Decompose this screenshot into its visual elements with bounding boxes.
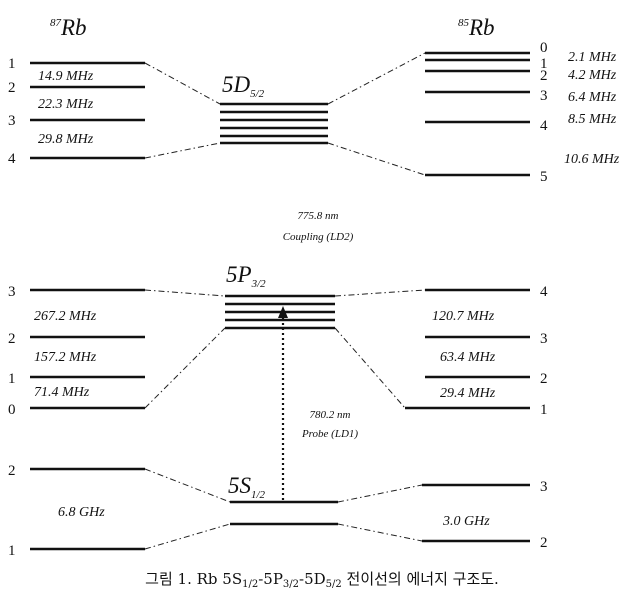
rb87-5p-levels: 3 2 1 0 267.2 MHz 157.2 MHz 71.4 MHz [8, 284, 145, 418]
rb87-5p-splitting: 267.2 MHz [34, 309, 97, 324]
rb85-5d-splitting: 2.1 MHz [568, 50, 617, 65]
rb85-5s-f-label: 3 [540, 479, 548, 495]
rb87-5d-f-label: 4 [8, 151, 16, 167]
rb85-5d-splitting: 10.6 MHz [564, 152, 620, 167]
rb87-5s-levels: 2 1 6.8 GHz [8, 463, 145, 559]
rb85-5p-f-label: 3 [540, 331, 548, 347]
connector-line [327, 142, 426, 176]
rb87-5p-f-label: 2 [8, 331, 16, 347]
rb87-5p-f-label: 0 [8, 402, 16, 418]
rb87-5d-f-label: 2 [8, 80, 16, 96]
rb85-5d-f-label: 5 [540, 169, 548, 185]
5p-state-label: 5P3/2 [226, 262, 266, 290]
figure-caption: 그림 1. Rb 5S1/2-5P3/2-5D5/2 전이선의 에너지 구조도. [145, 570, 499, 590]
probe-transition-arrow [278, 306, 288, 500]
rb87-5s-f-label: 2 [8, 463, 16, 479]
rb87-5d-splitting: 14.9 MHz [38, 69, 94, 84]
rb85-5s-levels: 3 2 3.0 GHz [422, 479, 548, 551]
rb85-header: 85Rb [458, 15, 495, 40]
rb85-5p-splitting: 29.4 MHz [440, 386, 496, 401]
5p-manifold: 5P3/2 [225, 262, 335, 330]
coupling-laser-label: Coupling (LD2) [283, 231, 354, 243]
connector-line [327, 52, 426, 105]
rb85-5p-levels: 4 3 2 1 120.7 MHz 63.4 MHz 29.4 MHz [405, 284, 548, 418]
rb85-5s-splitting: 3.0 GHz [442, 514, 490, 529]
rb85-5s-f-label: 2 [540, 535, 548, 551]
rb87-5d-splitting: 22.3 MHz [38, 97, 94, 112]
5s-state-label: 5S1/2 [228, 473, 266, 501]
rb87-5d-splitting: 29.8 MHz [38, 132, 94, 147]
rb85-5d-splitting: 4.2 MHz [568, 68, 617, 83]
connector-line [334, 289, 426, 297]
connector-line [144, 142, 221, 159]
connector-line [144, 523, 231, 550]
rb87-5d-levels: 1 2 3 4 14.9 MHz 22.3 MHz 29.8 MHz [8, 56, 145, 167]
coupling-wavelength: 775.8 nm [298, 210, 339, 222]
probe-wavelength: 780.2 nm [310, 409, 351, 421]
connector-line [337, 484, 423, 503]
rb85-5d-f-label: 4 [540, 118, 548, 134]
rb87-5d-f-label: 1 [8, 56, 16, 72]
rb87-header: 87Rb [50, 15, 87, 40]
connector-line [144, 468, 231, 503]
rb87-5p-f-label: 1 [8, 371, 16, 387]
rb85-5p-splitting: 120.7 MHz [432, 309, 495, 324]
connector-line [144, 289, 226, 297]
rb87-5s-splitting: 6.8 GHz [58, 505, 105, 520]
5d-manifold: 5D5/2 [220, 72, 328, 145]
connector-line [337, 523, 423, 542]
rb85-5d-f-label: 0 [540, 40, 548, 56]
rb87-5s-f-label: 1 [8, 543, 16, 559]
rb85-5p-f-label: 2 [540, 371, 548, 387]
connector-line [334, 327, 406, 409]
5d-state-label: 5D5/2 [222, 72, 265, 100]
rb85-5d-splitting: 8.5 MHz [568, 112, 617, 127]
rb85-5p-f-label: 1 [540, 402, 548, 418]
rb87-5p-f-label: 3 [8, 284, 16, 300]
rb87-5d-f-label: 3 [8, 113, 16, 129]
rb85-5d-f-label: 2 [540, 68, 548, 84]
connector-line [144, 327, 226, 409]
connector-line [144, 62, 221, 105]
rb85-5p-splitting: 63.4 MHz [440, 350, 496, 365]
rb85-5d-f-label: 3 [540, 88, 548, 104]
rb87-5p-splitting: 71.4 MHz [34, 385, 90, 400]
rb85-5d-splitting: 6.4 MHz [568, 90, 617, 105]
rb85-5d-f-label: 1 [540, 56, 548, 72]
rb85-5d-levels: 0 1 2 3 4 5 2.1 MHz 4.2 MHz 6.4 MHz 8.5 … [425, 40, 620, 185]
rb87-5p-splitting: 157.2 MHz [34, 350, 97, 365]
5s-manifold: 5S1/2 [228, 473, 338, 526]
rb85-5p-f-label: 4 [540, 284, 548, 300]
probe-laser-label: Probe (LD1) [301, 428, 358, 440]
